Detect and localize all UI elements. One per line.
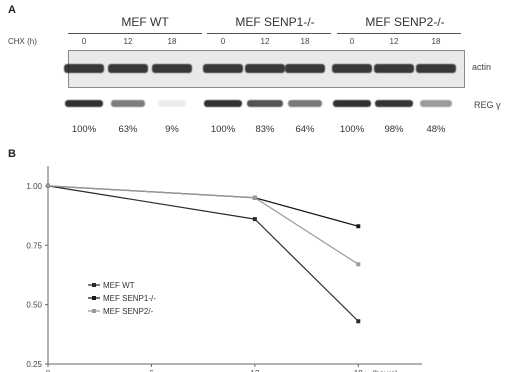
band-percentage: 83% [255, 124, 275, 135]
band-percentage: 100% [71, 124, 97, 135]
band-percentage: 100% [339, 124, 365, 135]
group-label-senp2: MEF SENP2-/- [365, 15, 445, 29]
x-tick-label: 12 [250, 369, 259, 372]
band-percentage: 48% [426, 124, 446, 135]
actin-row-label: actin [472, 62, 492, 72]
lane-label: 0 [349, 37, 355, 46]
data-point [252, 195, 257, 200]
chx-condition-label: CHX (h) [8, 37, 37, 46]
band-percentage: 100% [210, 124, 236, 135]
reg-band [204, 100, 242, 107]
series-line [47, 185, 359, 265]
legend-label: MEF WT [103, 281, 135, 290]
group-label-wt: MEF WT [121, 15, 169, 29]
lane-label: 18 [167, 37, 177, 46]
series-line [47, 185, 359, 227]
reg-band [158, 100, 186, 107]
data-point [356, 262, 361, 267]
reg-band [420, 100, 452, 107]
lane-label: 18 [431, 37, 441, 46]
reg-band [288, 100, 322, 107]
lane-label: 12 [260, 37, 270, 46]
degradation-line-chart: 0.25 0.50 0.75 1.00 0 6 12 18 (hours) MEF WT MEF S… [26, 166, 422, 372]
lane-label: 12 [389, 37, 399, 46]
actin-band [152, 64, 192, 73]
reg-band [247, 100, 283, 107]
lane-label: 12 [123, 37, 133, 46]
actin-band [332, 64, 372, 73]
reg-band [375, 100, 413, 107]
series-line [47, 185, 359, 322]
reg-band [111, 100, 145, 107]
x-unit-label: (hours) [372, 369, 398, 372]
group-divider-wt [68, 33, 202, 34]
group-divider-senp2 [337, 33, 461, 34]
y-tick-label: 0.25 [26, 360, 42, 369]
y-tick-label: 0.75 [26, 241, 42, 250]
reg-row-label: REG γ [474, 100, 501, 110]
band-percentage: 64% [295, 124, 315, 135]
legend-swatch-marker [92, 296, 96, 300]
lane-label: 18 [300, 37, 310, 46]
lane-label: 0 [81, 37, 87, 46]
band-percentage: 63% [118, 124, 138, 135]
actin-band [285, 64, 325, 73]
band-percentage: 98% [384, 124, 404, 135]
data-point [356, 224, 361, 229]
actin-band [108, 64, 148, 73]
data-point [46, 183, 50, 188]
group-divider-senp1 [207, 33, 331, 34]
group-label-senp1: MEF SENP1-/- [235, 15, 315, 29]
x-tick-label: 0 [46, 369, 51, 372]
legend-swatch-marker [92, 309, 96, 313]
panel-b-letter: B [8, 148, 16, 160]
actin-band [416, 64, 456, 73]
reg-band [333, 100, 371, 107]
legend-label: MEF SENP2/- [103, 307, 154, 316]
actin-band [374, 64, 414, 73]
y-tick-label: 1.00 [26, 182, 42, 191]
actin-band [64, 64, 104, 73]
lane-label: 0 [220, 37, 226, 46]
x-tick-label: 18 [354, 369, 363, 372]
data-point [356, 319, 361, 324]
actin-band [203, 64, 243, 73]
legend-swatch-marker [92, 283, 96, 287]
actin-band [245, 64, 285, 73]
x-tick-label: 6 [149, 369, 154, 372]
panel-a-letter: A [8, 4, 16, 16]
band-percentage: 9% [165, 124, 179, 135]
data-point [252, 217, 257, 222]
y-tick-label: 0.50 [26, 301, 42, 310]
legend-label: MEF SENP1-/- [103, 294, 156, 303]
reg-band [65, 100, 103, 107]
